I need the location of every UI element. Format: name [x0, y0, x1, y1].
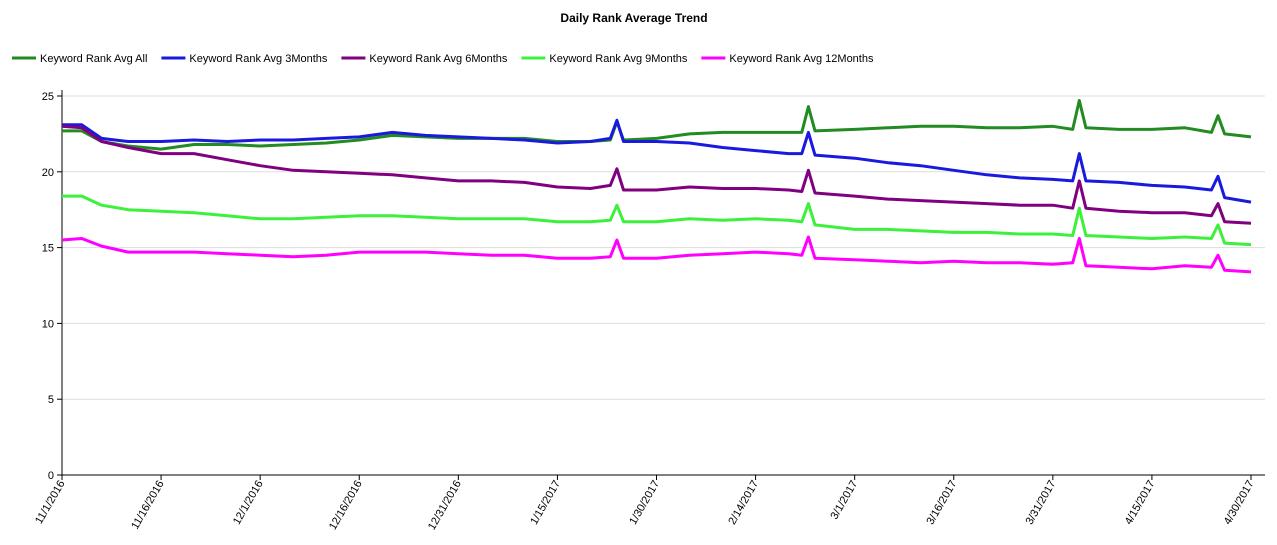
x-tick-label: 3/31/2017 [1024, 479, 1059, 527]
series-line [62, 194, 1252, 247]
x-tick-label: 3/16/2017 [924, 479, 959, 527]
series-line [62, 118, 1252, 204]
y-tick-label: 20 [42, 167, 54, 179]
x-tick-label: 2/14/2017 [726, 479, 761, 527]
y-tick-label: 25 [42, 91, 54, 103]
x-tick-label: 1/30/2017 [627, 479, 662, 527]
legend-item: Keyword Rank Avg 6Months [341, 53, 508, 65]
x-tick-label: 4/15/2017 [1123, 479, 1158, 527]
legend-label: Keyword Rank Avg All [40, 53, 147, 65]
series-line [61, 124, 1252, 225]
series-line [62, 99, 1252, 151]
legend-label: Keyword Rank Avg 12Months [729, 53, 874, 65]
chart-title: Daily Rank Average Trend [560, 11, 707, 25]
y-tick-label: 5 [48, 394, 54, 406]
x-tick-label: 4/30/2017 [1222, 479, 1257, 527]
legend-label: Keyword Rank Avg 3Months [189, 53, 327, 65]
x-tick-label: 3/1/2017 [828, 479, 860, 522]
x-tick-label: 12/16/2016 [327, 479, 365, 533]
y-tick-label: 0 [48, 470, 54, 482]
legend-label: Keyword Rank Avg 9Months [549, 53, 687, 65]
x-tick-label: 11/1/2016 [33, 479, 67, 527]
series-line [61, 235, 1252, 274]
legend-label: Keyword Rank Avg 6Months [369, 53, 507, 65]
legend-item: Keyword Rank Avg 9Months [521, 53, 688, 65]
legend-item: Keyword Rank Avg All [12, 53, 147, 65]
y-tick-label: 10 [42, 318, 54, 330]
x-tick-label: 11/16/2016 [129, 479, 167, 532]
legend-item: Keyword Rank Avg 3Months [161, 53, 328, 65]
y-tick-label: 15 [42, 243, 54, 255]
legend-item: Keyword Rank Avg 12Months [701, 53, 874, 65]
x-tick-label: 12/1/2016 [231, 479, 266, 527]
x-tick-label: 12/31/2016 [426, 479, 464, 533]
x-tick-label: 1/15/2017 [528, 479, 563, 527]
